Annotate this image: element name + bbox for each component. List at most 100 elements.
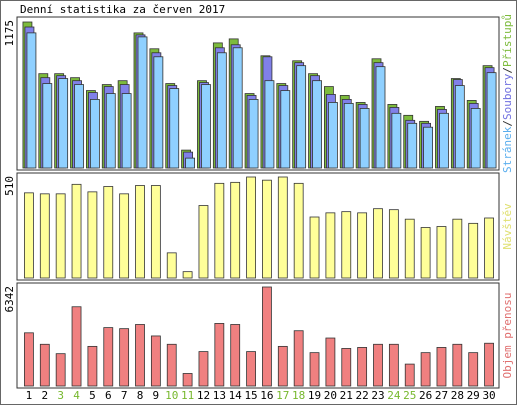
- bar: [486, 72, 497, 169]
- bar: [230, 324, 241, 387]
- bar: [375, 66, 386, 169]
- bar: [423, 126, 434, 169]
- x-tick-label: 29: [467, 389, 480, 402]
- bar: [121, 93, 132, 169]
- legend-separator: /: [501, 120, 514, 127]
- x-tick-label: 18: [292, 389, 305, 402]
- bar: [420, 227, 431, 279]
- bar: [119, 328, 130, 387]
- bar: [484, 217, 494, 279]
- bar: [262, 286, 272, 387]
- x-tick-label: 13: [213, 389, 226, 402]
- bar: [309, 216, 320, 279]
- bar: [214, 323, 225, 387]
- x-tick-label: 24: [387, 389, 401, 402]
- bar: [373, 343, 383, 387]
- bar: [135, 324, 145, 387]
- x-tick-label: 15: [244, 389, 257, 402]
- bar: [264, 80, 275, 169]
- bar: [39, 193, 50, 279]
- bar: [293, 182, 304, 279]
- bar: [198, 205, 209, 279]
- bar: [325, 337, 336, 387]
- x-tick-label: 2: [41, 389, 48, 402]
- bar: [71, 183, 82, 279]
- bar: [24, 192, 34, 279]
- bar: [169, 88, 180, 169]
- bar: [454, 85, 465, 169]
- bar: [87, 191, 98, 279]
- bar: [185, 157, 196, 169]
- x-tick-label: 10: [165, 389, 178, 402]
- bar: [230, 181, 241, 279]
- chart-title: Denní statistika za červen 2017: [20, 3, 225, 16]
- bar: [341, 211, 352, 279]
- bar: [327, 102, 338, 169]
- bar: [153, 56, 164, 169]
- bar: [216, 52, 227, 169]
- bar: [58, 78, 69, 169]
- bar: [277, 345, 288, 387]
- legend: Objem přenosu: [501, 292, 514, 378]
- x-tick-label: 19: [308, 389, 321, 402]
- x-tick-label: 1: [26, 389, 33, 402]
- bar: [246, 176, 256, 279]
- x-tick-label: 17: [276, 389, 289, 402]
- bar: [246, 351, 256, 387]
- bar: [436, 347, 447, 387]
- x-tick-label: 30: [482, 389, 495, 402]
- bar: [232, 47, 243, 169]
- bar: [182, 271, 193, 279]
- bar: [325, 212, 336, 279]
- bar: [182, 373, 193, 387]
- y-max-label: 6342: [3, 286, 16, 313]
- bar: [150, 185, 161, 279]
- bar: [74, 84, 84, 169]
- bar: [309, 352, 320, 387]
- bar: [373, 208, 383, 279]
- legend: Návštěv: [501, 203, 514, 250]
- bar: [359, 108, 370, 169]
- bar: [388, 343, 399, 387]
- x-tick-label: 21: [340, 389, 353, 402]
- legend-separator: /: [501, 67, 514, 74]
- bar: [90, 99, 100, 169]
- bar: [452, 343, 463, 387]
- bar: [452, 218, 463, 279]
- x-tick-label: 28: [451, 389, 464, 402]
- bar: [420, 352, 431, 387]
- panel: [16, 16, 500, 171]
- bar: [103, 186, 114, 279]
- legend-entry: Návštěv: [501, 203, 514, 250]
- bar: [341, 348, 352, 387]
- bar: [407, 122, 418, 169]
- bar: [166, 343, 177, 387]
- x-tick-label: 25: [403, 389, 416, 402]
- x-tick-label: 4: [73, 389, 80, 402]
- x-tick-label: 8: [137, 389, 144, 402]
- bar: [484, 342, 494, 387]
- bar: [198, 351, 209, 387]
- bar: [39, 343, 50, 387]
- bar: [296, 65, 307, 169]
- bar: [280, 90, 291, 169]
- legend-entry: Soubory: [501, 73, 514, 120]
- bar: [24, 332, 34, 387]
- bar: [26, 32, 37, 169]
- bar: [135, 185, 145, 279]
- bar: [150, 335, 161, 387]
- bar: [201, 84, 211, 169]
- legend-entry: Stránek: [501, 126, 514, 173]
- bar: [436, 226, 447, 279]
- x-tick-label: 27: [435, 389, 448, 402]
- x-tick-label: 22: [356, 389, 369, 402]
- legend: Stránek/Soubory/Přístupů: [501, 14, 514, 173]
- bar: [391, 112, 402, 169]
- x-tick-label: 23: [371, 389, 384, 402]
- bar: [357, 347, 368, 387]
- bar: [404, 218, 415, 279]
- legend-entry: Objem přenosu: [501, 292, 514, 378]
- x-tick-label: 5: [89, 389, 96, 402]
- bar: [214, 182, 225, 279]
